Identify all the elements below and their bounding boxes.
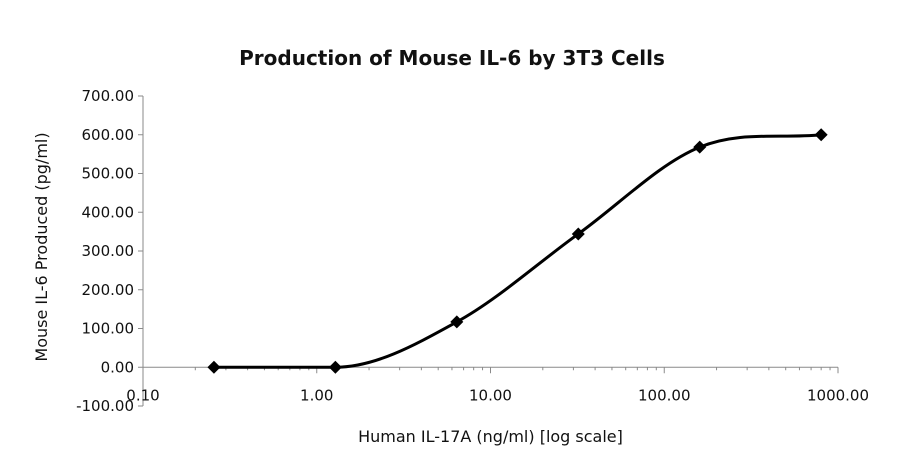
data-point — [814, 128, 828, 142]
data-point — [571, 227, 585, 241]
y-tick-label: 500.00 — [82, 165, 135, 183]
y-axis-title: Mouse IL-6 Produced (pg/ml) — [32, 132, 51, 361]
x-tick-label: 1.00 — [300, 386, 333, 404]
y-tick-label: -100.00 — [76, 397, 134, 415]
x-tick-label: 10.00 — [469, 386, 512, 404]
series-line — [213, 133, 822, 369]
data-point — [693, 140, 707, 154]
y-tick-label: 200.00 — [82, 281, 135, 299]
chart-title: Production of Mouse IL-6 by 3T3 Cells — [239, 46, 665, 70]
x-tick-label: 100.00 — [638, 386, 691, 404]
x-axis-title: Human IL-17A (ng/ml) [log scale] — [358, 427, 623, 446]
data-point — [450, 315, 464, 329]
data-point — [328, 360, 342, 374]
y-tick-label: 0.00 — [101, 358, 134, 376]
data-point — [207, 360, 221, 374]
y-tick-label: 100.00 — [82, 320, 135, 338]
y-tick-label: 600.00 — [82, 126, 135, 144]
y-tick-label: 700.00 — [82, 87, 135, 105]
x-tick-label: 1000.00 — [807, 386, 869, 404]
y-tick-label: 300.00 — [82, 242, 135, 260]
x-tick-label: 0.10 — [126, 386, 159, 404]
y-tick-label: 400.00 — [82, 203, 135, 221]
